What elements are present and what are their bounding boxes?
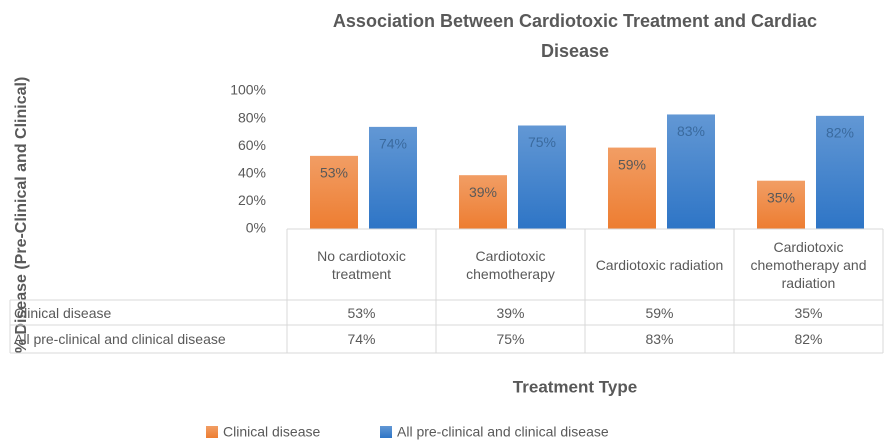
chart-title: Association Between Cardiotoxic Treatmen…: [332, 11, 818, 61]
data-label: 74%: [379, 136, 407, 152]
bar: [816, 115, 864, 229]
table-cell: 74%: [347, 331, 376, 347]
bar: [310, 155, 358, 229]
bar: [608, 147, 656, 229]
x-tick-label: Cardiotoxic chemotherapy and radiation: [750, 238, 867, 291]
data-label: 82%: [826, 125, 854, 141]
y-tick-label: 60%: [238, 137, 266, 153]
data-label: 53%: [320, 165, 348, 181]
x-tick-label: Cardiotoxic chemotherapy: [466, 247, 555, 282]
bar: [757, 180, 805, 229]
legend-label: Clinical disease: [223, 424, 320, 440]
data-label: 75%: [528, 134, 556, 150]
data-label: 35%: [767, 189, 795, 205]
table-cell: 35%: [794, 304, 823, 321]
title-box: Association Between Cardiotoxic Treatmen…: [332, 11, 818, 61]
table-cell: 75%: [496, 331, 525, 347]
table-row-header: All pre-clinical and clinical disease: [14, 331, 226, 347]
data-label: 83%: [677, 123, 705, 139]
x-tick-label: Cardiotoxic radiation: [595, 256, 724, 273]
table-cell: 83%: [645, 331, 674, 347]
table-cell: 39%: [496, 304, 525, 321]
bar: [518, 125, 566, 229]
bar: [369, 126, 417, 229]
y-tick-label: 20%: [238, 192, 266, 208]
data-label: 59%: [618, 156, 646, 172]
table-cell: 53%: [347, 304, 376, 321]
legend-label: All pre-clinical and clinical disease: [397, 424, 609, 440]
x-tick-label: No cardiotoxic treatment: [317, 247, 406, 282]
legend-swatch: [380, 426, 392, 438]
y-tick-label: 40%: [238, 165, 266, 181]
table-cell: 82%: [794, 331, 823, 347]
bar: [667, 114, 715, 229]
legend-swatch: [206, 426, 218, 438]
y-tick-label: 100%: [230, 82, 266, 98]
data-label: 39%: [469, 184, 497, 200]
y-tick-label: 80%: [238, 109, 266, 125]
table-cell: 59%: [645, 304, 674, 321]
table-row-header: Clinical disease: [14, 304, 112, 321]
y-tick-label: 0%: [246, 220, 266, 236]
bar: [459, 175, 507, 229]
x-axis-title: Treatment Type: [513, 377, 637, 396]
y-axis-title: % Disease (Pre-Clinical and Clinical): [13, 77, 30, 354]
